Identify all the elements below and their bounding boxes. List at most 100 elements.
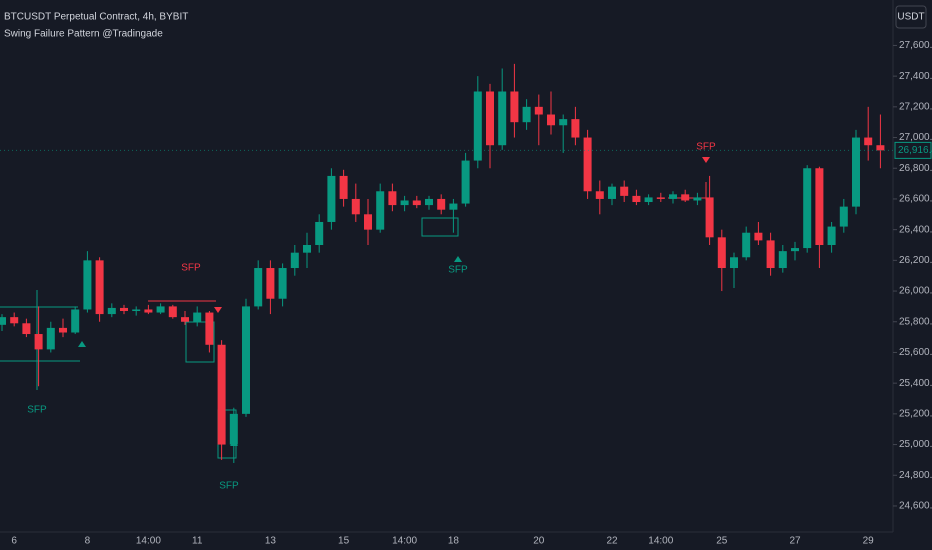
candle-body (717, 237, 726, 269)
x-tick-label: 11 (192, 536, 203, 547)
candle-body (498, 91, 507, 146)
sfp-label: SFP (696, 142, 716, 153)
candle-body (315, 221, 324, 245)
candle-body (46, 327, 55, 350)
y-tick-label: 27,000.0 (899, 132, 932, 143)
sfp-label: SFP (27, 405, 47, 416)
x-tick-label: 22 (606, 536, 618, 547)
candle-body (425, 198, 433, 206)
candle-body (71, 309, 80, 333)
x-tick-label: 8 (85, 536, 91, 547)
candle-body (583, 137, 592, 192)
candle-body (59, 327, 67, 333)
candle-body (620, 186, 629, 196)
sfp-label: SFP (181, 263, 201, 274)
candle-body (815, 168, 824, 245)
candle-body (766, 240, 775, 269)
candle-body (571, 119, 580, 138)
candle-body (156, 306, 165, 313)
candle-body (229, 413, 238, 445)
y-tick-label: 25,600.0 (899, 347, 932, 358)
y-tick-label: 25,400.0 (899, 378, 932, 389)
sfp-arrow (702, 157, 710, 163)
sfp-box (421, 217, 459, 237)
candle-body (608, 186, 616, 199)
candle-body (632, 195, 641, 203)
y-tick-label: 25,200.0 (899, 409, 932, 420)
sfp-box (185, 321, 215, 363)
x-tick-label: 14:00 (136, 536, 161, 547)
candle-body (449, 203, 458, 210)
y-tick-label: 27,200.0 (899, 101, 932, 112)
candle-body (303, 245, 311, 253)
candle-body (83, 260, 92, 310)
candle-body (290, 252, 299, 269)
currency-button-label[interactable]: USDT (897, 12, 924, 23)
x-tick-label: 15 (338, 536, 350, 547)
candle-body (839, 206, 848, 227)
candle-body (437, 198, 446, 210)
candle-body (791, 248, 799, 252)
y-tick-label: 26,800.0 (899, 163, 932, 174)
last-price-box (894, 141, 932, 159)
candle-body (22, 323, 31, 335)
x-tick-label: 29 (863, 536, 875, 547)
candle-body (278, 268, 287, 299)
y-tick-label: 26,400.0 (899, 224, 932, 235)
candle-body (144, 309, 153, 313)
candle-body (364, 214, 372, 230)
candle-body (120, 307, 128, 312)
candle-body (644, 197, 653, 203)
candle-body (376, 191, 385, 230)
y-tick-label: 26,000.0 (899, 286, 932, 297)
candle-body (852, 137, 860, 207)
candle-body (217, 344, 226, 445)
sfp-label: SFP (448, 265, 468, 276)
indicator-name: Swing Failure Pattern @Tradingade (4, 29, 163, 40)
y-tick-label: 27,400.0 (899, 71, 932, 82)
candle-body (876, 145, 885, 151)
candle-body (400, 200, 409, 206)
candle-body (681, 194, 690, 201)
currency-button[interactable] (895, 5, 927, 29)
candle-body (730, 257, 738, 269)
candle-body (34, 334, 43, 350)
candle-body (351, 198, 360, 215)
candle-body (754, 232, 763, 241)
candle-body (522, 106, 531, 123)
candle-body (803, 168, 812, 249)
chart-title: BTCUSDT Perpetual Contract, 4h, BYBIT (4, 12, 188, 23)
candle-body (388, 191, 397, 206)
y-tick-label: 27,600.0 (899, 40, 932, 51)
candle-body (656, 197, 665, 199)
candle-body (827, 226, 836, 245)
candle-body (242, 306, 250, 414)
candle-body (547, 114, 555, 126)
candle-body (473, 91, 482, 161)
candle-body (339, 175, 348, 199)
candle-body (669, 194, 677, 199)
candle-body (705, 197, 714, 238)
candle-body (510, 91, 519, 123)
candle-body (559, 119, 568, 126)
x-tick-label: 18 (448, 536, 460, 547)
y-tick-label: 24,600.0 (899, 501, 932, 512)
x-tick-label: 20 (533, 536, 545, 547)
candle-body (461, 160, 470, 204)
candle-body (132, 309, 141, 312)
candle-body (327, 175, 336, 222)
x-tick-label: 14:00 (392, 536, 417, 547)
sfp-arrow (454, 256, 462, 262)
x-tick-label: 25 (716, 536, 728, 547)
candle-body (107, 307, 116, 315)
candle-body (534, 106, 543, 115)
candle-body (168, 306, 177, 318)
last-price-label: 26,916.4 (898, 145, 932, 156)
candle-body (266, 268, 275, 299)
candle-body (193, 312, 202, 322)
sfp-arrow (214, 307, 222, 313)
candle-body (742, 232, 751, 258)
y-tick-label: 25,800.0 (899, 316, 932, 327)
